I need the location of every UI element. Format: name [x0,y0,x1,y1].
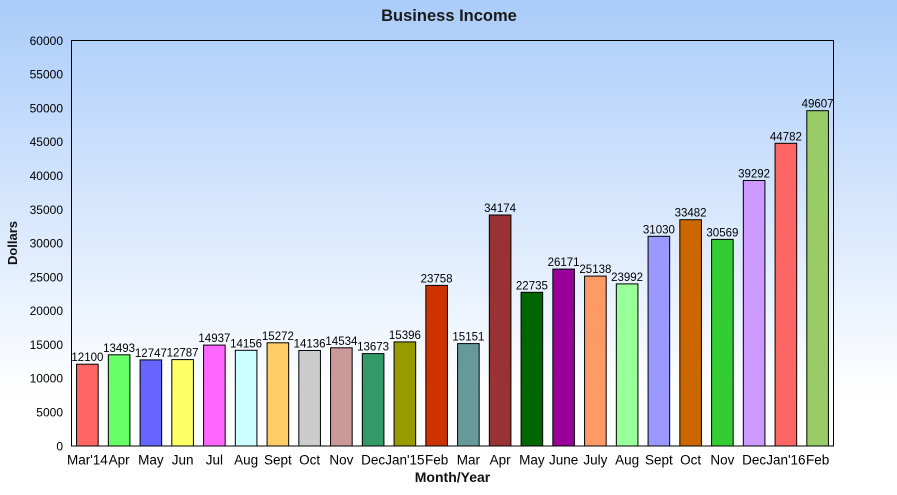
svg-text:Mar: Mar [457,453,481,468]
svg-text:14937: 14937 [198,333,230,345]
svg-text:14156: 14156 [230,338,262,350]
svg-text:25000: 25000 [30,270,64,284]
svg-text:0: 0 [56,439,63,453]
svg-text:23992: 23992 [611,272,643,284]
svg-text:13493: 13493 [103,343,135,355]
svg-text:Aug: Aug [615,453,639,468]
svg-text:Dec: Dec [742,453,766,468]
svg-text:Apr: Apr [490,453,512,468]
svg-text:Oct: Oct [299,453,320,468]
svg-text:5000: 5000 [36,406,63,420]
svg-text:30569: 30569 [706,227,738,239]
svg-text:Jan'15: Jan'15 [385,453,424,468]
svg-text:14534: 14534 [325,336,358,348]
svg-text:15396: 15396 [389,330,421,342]
svg-text:13673: 13673 [357,342,389,354]
svg-text:Dec: Dec [361,453,385,468]
svg-text:Feb: Feb [425,453,448,468]
svg-text:49607: 49607 [802,99,834,111]
svg-text:July: July [583,453,607,468]
svg-text:15151: 15151 [452,332,484,344]
svg-text:Jan'16: Jan'16 [766,453,805,468]
svg-text:Month/Year: Month/Year [415,469,491,485]
svg-text:June: June [549,453,578,468]
svg-text:Dollars: Dollars [5,221,20,265]
svg-text:Nov: Nov [710,453,734,468]
svg-text:Jun: Jun [172,453,194,468]
svg-text:10000: 10000 [30,372,64,386]
svg-text:33482: 33482 [675,208,707,220]
svg-text:25138: 25138 [579,264,611,276]
svg-text:Feb: Feb [806,453,829,468]
svg-text:26171: 26171 [548,257,580,269]
svg-text:12747: 12747 [135,348,167,360]
svg-text:12787: 12787 [167,348,199,360]
svg-text:May: May [138,453,164,468]
svg-text:31030: 31030 [643,224,675,236]
svg-text:35000: 35000 [30,203,64,217]
svg-text:15272: 15272 [262,331,294,343]
svg-text:14136: 14136 [294,339,326,351]
svg-text:Aug: Aug [234,453,258,468]
svg-text:Nov: Nov [329,453,353,468]
svg-text:Mar'14: Mar'14 [67,453,108,468]
svg-text:23758: 23758 [421,273,453,285]
svg-text:34174: 34174 [484,203,517,215]
svg-text:Sept: Sept [264,453,292,468]
svg-text:Oct: Oct [680,453,701,468]
svg-text:50000: 50000 [30,101,64,115]
svg-text:Sept: Sept [645,453,673,468]
svg-text:44782: 44782 [770,131,802,143]
svg-text:39292: 39292 [738,169,770,181]
svg-text:60000: 60000 [30,34,64,48]
svg-text:12100: 12100 [71,352,103,364]
svg-text:Business Income: Business Income [381,7,517,25]
svg-text:55000: 55000 [30,68,64,82]
svg-text:Apr: Apr [109,453,131,468]
svg-text:22735: 22735 [516,280,548,292]
svg-text:15000: 15000 [30,338,64,352]
svg-text:30000: 30000 [30,237,64,251]
svg-text:40000: 40000 [30,169,64,183]
svg-text:45000: 45000 [30,135,64,149]
svg-text:Jul: Jul [206,453,223,468]
svg-text:20000: 20000 [30,304,64,318]
svg-text:May: May [519,453,545,468]
